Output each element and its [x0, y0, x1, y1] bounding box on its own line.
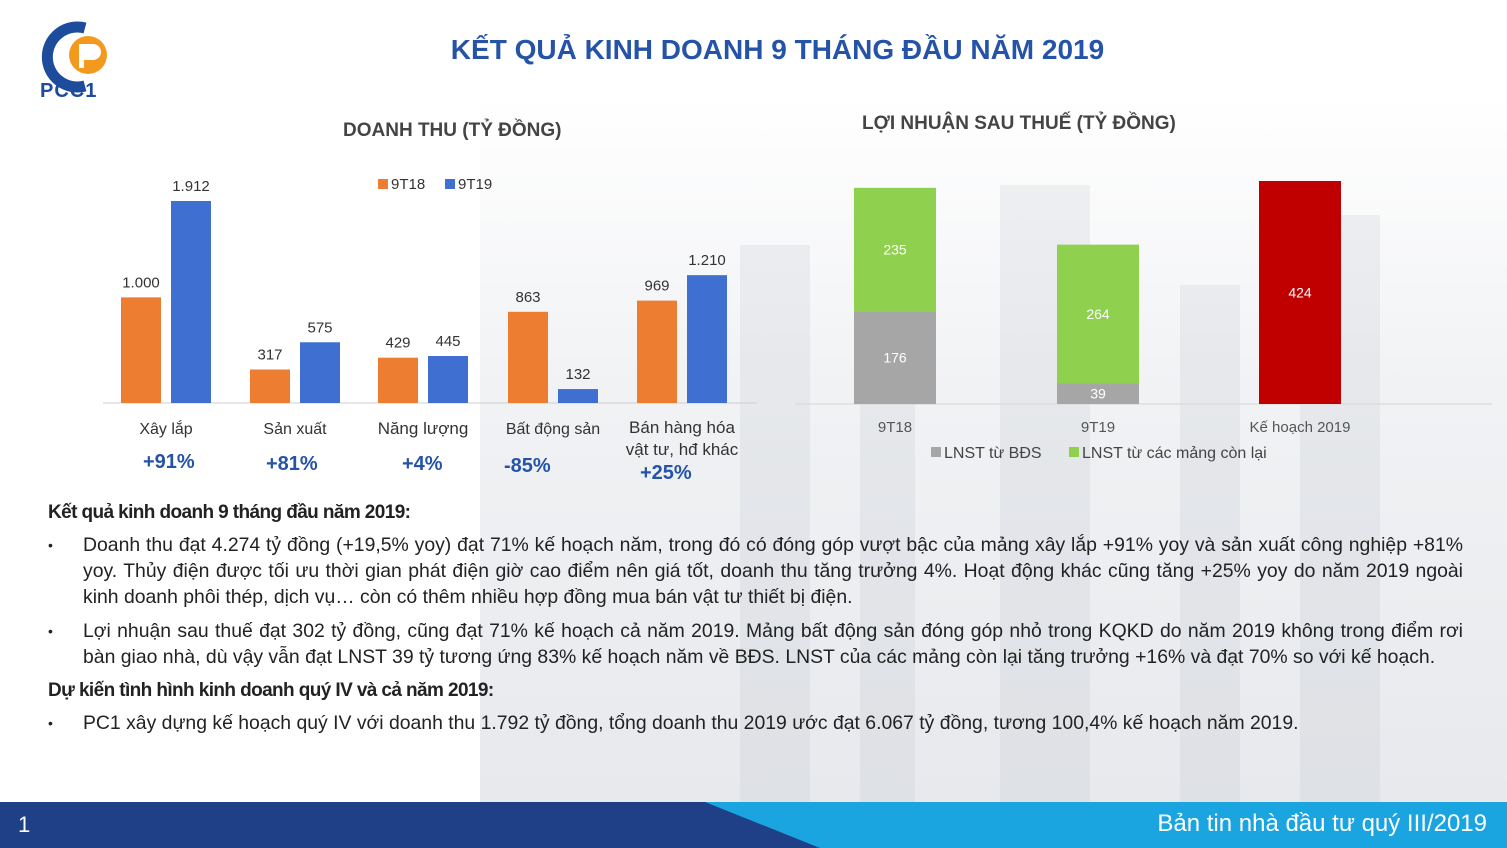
legend-label-bds: LNST từ BĐS	[944, 445, 1042, 462]
bar-9T18-0	[121, 297, 161, 403]
bar-9T18-1	[250, 369, 290, 403]
growth-label-real-estate: -85%	[504, 455, 551, 477]
list-item: • PC1 xây dựng kế hoạch quý IV với doanh…	[48, 710, 1463, 736]
data-label-9T18-1: 317	[257, 347, 282, 364]
list-item: • Doanh thu đạt 4.274 tỷ đồng (+19,5% yo…	[48, 532, 1463, 610]
x-tick-label-2: Năng lượng	[378, 419, 469, 438]
commentary: Kết quả kinh doanh 9 tháng đầu năm 2019:…	[48, 500, 1463, 744]
profit-chart-title: LỢI NHUẬN SAU THUẾ (TỶ ĐỒNG)	[862, 113, 1176, 134]
bullet-marker: •	[48, 715, 53, 731]
x-tick-label-0: Xây lắp	[139, 419, 192, 438]
bar-9T18-2	[378, 357, 418, 403]
section-title-q4-outlook: Dự kiến tình hình kinh doanh quý IV và c…	[48, 680, 494, 701]
legend-swatch-9T19	[445, 179, 455, 189]
growth-label-energy: +4%	[402, 453, 443, 475]
revenue-chart-title: DOANH THU (TỶ ĐỒNG)	[343, 120, 562, 141]
pcc1-logo-icon	[41, 21, 107, 93]
data-label-1-0: 235	[883, 242, 907, 258]
stacked-bar-1-1	[1057, 244, 1139, 384]
growth-label-construction: +91%	[143, 451, 195, 473]
bar-9T19-0	[171, 201, 211, 403]
data-label-9T18-0: 1.000	[122, 274, 160, 291]
bar-9T18-3	[508, 311, 548, 403]
page-title: KẾT QUẢ KINH DOANH 9 THÁNG ĐẦU NĂM 2019	[450, 34, 1105, 65]
data-label-9T19-4: 1.210	[688, 252, 726, 269]
revenue-chart: 1.000 317 429 863 969 1.912 575 445 132 1.210 Xây …	[103, 176, 757, 459]
growth-label-trading: +25%	[640, 462, 692, 484]
bullet-text-plan: PC1 xây dựng kế hoạch quý IV với doanh t…	[83, 712, 1299, 734]
stacked-bar-2-2	[1259, 181, 1341, 404]
data-label-9T18-3: 863	[515, 289, 540, 306]
bullet-marker: •	[48, 537, 53, 553]
footer-bar-dark	[0, 802, 820, 848]
bar-9T18-4	[637, 300, 677, 403]
bullet-text-profit: Lợi nhuận sau thuế đạt 302 tỷ đồng, cũng…	[83, 620, 1463, 668]
data-label-9T19-1: 575	[307, 319, 332, 336]
legend-label-other: LNST từ các mảng còn lại	[1082, 445, 1267, 462]
page-number: 1	[18, 812, 31, 837]
section-title-9m-results: Kết quả kinh doanh 9 tháng đầu năm 2019:	[48, 502, 411, 523]
list-item: • Lợi nhuận sau thuế đạt 302 tỷ đồng, cũ…	[48, 618, 1463, 670]
x-tick-label-1: 9T19	[1081, 419, 1115, 436]
data-label-9T18-4: 969	[644, 278, 669, 295]
data-label-9T18-2: 429	[385, 335, 410, 352]
bar-9T19-3	[558, 389, 598, 403]
bullet-text-revenue: Doanh thu đạt 4.274 tỷ đồng (+19,5% yoy)…	[83, 534, 1463, 608]
legend-swatch-9T18	[378, 179, 388, 189]
legend-swatch-bds	[931, 447, 941, 457]
data-label-0-0: 176	[883, 350, 907, 366]
bullet-marker: •	[48, 623, 53, 639]
bar-9T19-1	[300, 342, 340, 403]
x-tick-label-0: 9T18	[878, 419, 912, 436]
data-label-9T19-3: 132	[565, 366, 590, 383]
growth-label-manufacturing: +81%	[266, 453, 318, 475]
x-tick-label-3: Bất động sản	[506, 421, 600, 438]
footer-title: Bản tin nhà đầu tư quý III/2019	[1157, 810, 1487, 837]
data-label-0-1: 39	[1090, 386, 1106, 402]
legend-swatch-other	[1069, 447, 1079, 457]
data-label-2-2: 424	[1288, 285, 1312, 301]
x-tick-label-1: Sản xuất	[263, 421, 327, 438]
bar-9T19-2	[428, 355, 468, 403]
stacked-bar-0-1	[1057, 383, 1139, 404]
data-label-1-1: 264	[1086, 306, 1110, 322]
x-tick-label-4-line2: vật tư, hđ khác	[626, 440, 739, 459]
legend-label-9T18: 9T18	[391, 176, 425, 193]
profit-chart: 176 235 9T18 39 264 9T19 424 Kế hoạch 2019 LNST …	[795, 181, 1492, 462]
bar-9T19-4	[687, 275, 727, 403]
stacked-bar-0-0	[854, 311, 936, 404]
data-label-9T19-2: 445	[435, 333, 460, 350]
stacked-bar-1-0	[854, 187, 936, 312]
x-tick-label-2: Kế hoạch 2019	[1250, 419, 1351, 436]
x-tick-label-4: Bán hàng hóa	[629, 418, 735, 437]
legend-label-9T19: 9T19	[458, 176, 492, 193]
data-label-9T19-0: 1.912	[172, 178, 210, 195]
